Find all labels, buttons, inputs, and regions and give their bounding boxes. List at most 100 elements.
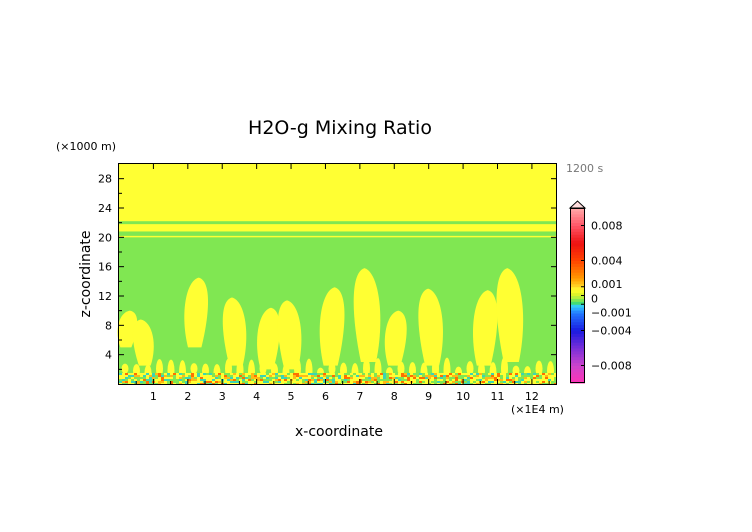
surface-cell <box>488 379 491 381</box>
y-tick-label: 20 <box>98 231 112 244</box>
surface-cell <box>389 379 392 381</box>
surface-cell <box>419 377 422 379</box>
surface-cell <box>422 373 425 375</box>
surface-cell <box>224 377 227 379</box>
surface-cell <box>128 379 131 381</box>
surface-cell <box>509 377 512 379</box>
surface-cell <box>140 379 143 381</box>
surface-cell <box>404 377 407 379</box>
surface-cell <box>227 373 230 375</box>
surface-cell <box>314 377 317 379</box>
surface-cell <box>524 379 527 381</box>
surface-cell <box>293 381 296 383</box>
x-axis-label: x-coordinate <box>295 424 383 440</box>
surface-cell <box>179 375 182 377</box>
surface-cell <box>359 373 362 375</box>
surface-cell <box>353 381 356 383</box>
colorbar-segment <box>570 225 585 229</box>
surface-cell <box>242 381 245 383</box>
surface-cell <box>275 375 278 377</box>
surface-cell <box>254 379 257 381</box>
surface-cell <box>167 377 170 379</box>
plume <box>496 268 524 362</box>
surface-cell <box>332 379 335 381</box>
surface-cell <box>311 375 314 377</box>
surface-cell <box>167 373 170 375</box>
surface-cell <box>251 379 254 381</box>
y-tick-label: 8 <box>105 319 112 332</box>
surface-cell <box>407 377 410 379</box>
surface-cell <box>266 375 269 377</box>
surface-cell <box>467 381 470 383</box>
surface-cell <box>230 381 233 383</box>
surface-cell <box>209 375 212 377</box>
surface-cell <box>491 379 494 381</box>
surface-cell <box>317 375 320 377</box>
surface-cell <box>206 373 209 375</box>
colorbar-segment <box>570 248 585 253</box>
surface-cell <box>236 375 239 377</box>
surface-cell <box>533 379 536 381</box>
surface-cell <box>380 373 383 375</box>
surface-cell <box>428 379 431 381</box>
surface-cell <box>128 375 131 377</box>
surface-cell <box>200 379 203 381</box>
surface-cell <box>155 381 158 383</box>
surface-cell <box>449 377 452 379</box>
surface-cell <box>326 381 329 383</box>
surface-cell <box>434 379 437 381</box>
surface-cell <box>548 379 551 381</box>
surface-cell <box>125 377 128 379</box>
colorbar-segment <box>570 280 585 285</box>
surface-cell <box>179 377 182 379</box>
surface-cell <box>230 375 233 377</box>
surface-cell <box>350 379 353 381</box>
surface-cell <box>332 381 335 383</box>
plume <box>132 319 154 366</box>
surface-cell <box>521 377 524 379</box>
surface-cell <box>164 375 167 377</box>
surface-cell <box>227 375 230 377</box>
surface-cell <box>431 375 434 377</box>
surface-cell <box>347 377 350 379</box>
surface-cell <box>407 375 410 377</box>
surface-cell <box>284 375 287 377</box>
surface-cell <box>173 381 176 383</box>
surface-cell <box>215 381 218 383</box>
surface-cell <box>443 379 446 381</box>
surface-cell <box>200 375 203 377</box>
surface-cell <box>422 381 425 383</box>
colorbar-tick-label: 0.004 <box>591 255 623 268</box>
surface-cell <box>395 373 398 375</box>
colorbar-segment <box>570 245 585 250</box>
surface-cell <box>323 373 326 375</box>
surface-cell <box>245 375 248 377</box>
plot-frame <box>118 163 557 385</box>
field-upper-band <box>119 164 556 238</box>
surface-cell <box>305 375 308 377</box>
surface-cell <box>212 381 215 383</box>
y-tick-label: 28 <box>98 173 112 186</box>
colorbar-tick-label: −0.001 <box>591 306 632 319</box>
surface-cell <box>146 373 149 375</box>
x-tick-label: 10 <box>456 390 470 403</box>
x-tick-label: 7 <box>356 390 363 403</box>
colorbar-segment <box>570 243 585 247</box>
surface-cell <box>272 377 275 379</box>
surface-cell <box>209 381 212 383</box>
surface-cell <box>401 377 404 379</box>
surface-cell <box>170 377 173 379</box>
surface-cell <box>344 381 347 383</box>
surface-cell <box>341 373 344 375</box>
surface-cell <box>149 379 152 381</box>
surface-cell <box>194 375 197 377</box>
surface-cell <box>551 373 554 375</box>
surface-cell <box>263 379 266 381</box>
surface-cell <box>248 373 251 375</box>
surface-cell <box>533 381 536 383</box>
surface-cell <box>344 377 347 379</box>
surface-cell <box>515 379 518 381</box>
surface-cell <box>158 373 161 375</box>
surface-cell <box>437 379 440 381</box>
colorbar-segment <box>570 272 585 276</box>
